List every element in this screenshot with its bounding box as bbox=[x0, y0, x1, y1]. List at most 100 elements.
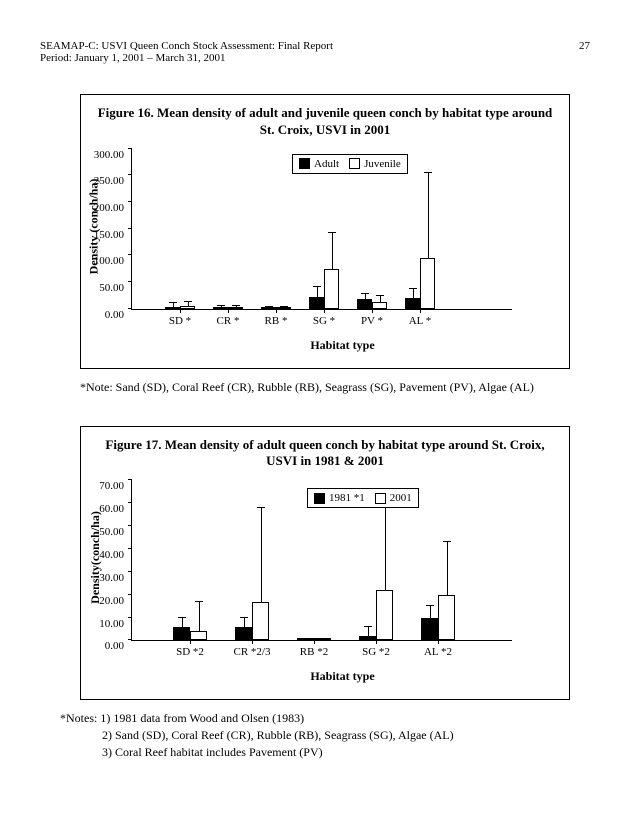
x-tick-mark bbox=[276, 309, 277, 313]
y-tick-label: 150.00 bbox=[94, 229, 124, 241]
legend-swatch bbox=[314, 493, 325, 504]
error-cap bbox=[184, 301, 192, 302]
x-tick-mark bbox=[180, 309, 181, 313]
error-cap bbox=[240, 617, 248, 618]
x-tick-mark bbox=[376, 640, 377, 644]
error-cap bbox=[409, 288, 417, 289]
x-tick-label: SG *2 bbox=[362, 646, 390, 658]
legend-item: Juvenile bbox=[349, 158, 401, 170]
error-cap bbox=[328, 232, 336, 233]
bar-series1 bbox=[405, 298, 420, 309]
bar-series2 bbox=[190, 631, 207, 640]
y-tick-label: 50.00 bbox=[99, 526, 124, 538]
error-bar bbox=[269, 307, 270, 308]
y-tick-mark bbox=[128, 548, 132, 549]
bar-series1 bbox=[357, 299, 372, 309]
legend-label: Adult bbox=[314, 158, 339, 170]
y-tick-mark bbox=[128, 254, 132, 255]
figure-16-box: Figure 16. Mean density of adult and juv… bbox=[80, 94, 570, 369]
x-tick-label: RB *2 bbox=[300, 646, 328, 658]
bar-series2 bbox=[376, 590, 393, 640]
x-tick-label: PV * bbox=[361, 315, 383, 327]
error-cap bbox=[169, 302, 177, 303]
bar-series2 bbox=[324, 269, 339, 309]
y-tick-label: 200.00 bbox=[94, 202, 124, 214]
error-cap bbox=[443, 541, 451, 542]
error-cap bbox=[376, 295, 384, 296]
bar-series2 bbox=[180, 306, 195, 309]
y-tick-mark bbox=[128, 502, 132, 503]
error-cap bbox=[313, 286, 321, 287]
header-period: Period: January 1, 2001 – March 31, 2001 bbox=[40, 52, 333, 64]
figure-17-xlabel: Habitat type bbox=[131, 669, 554, 684]
bar-series1 bbox=[359, 636, 376, 641]
y-tick-label: 20.00 bbox=[99, 595, 124, 607]
figure-17-chart-container: Density(conch/ha) 0.0010.0020.0030.0040.… bbox=[131, 480, 554, 684]
y-tick-label: 30.00 bbox=[99, 572, 124, 584]
bar-series1 bbox=[421, 618, 438, 641]
bar-series1 bbox=[235, 627, 252, 641]
legend-label: 2001 bbox=[390, 492, 412, 504]
figure-17-title: Figure 17. Mean density of adult queen c… bbox=[96, 437, 554, 471]
error-cap bbox=[280, 306, 288, 307]
y-tick-label: 250.00 bbox=[94, 175, 124, 187]
y-tick-mark bbox=[128, 617, 132, 618]
figure-17-chart: 0.0010.0020.0030.0040.0050.0060.0070.00S… bbox=[131, 480, 512, 641]
error-cap bbox=[195, 601, 203, 602]
x-tick-label: SD * bbox=[169, 315, 191, 327]
y-tick-label: 50.00 bbox=[99, 282, 124, 294]
x-tick-mark bbox=[252, 640, 253, 644]
error-cap bbox=[257, 507, 265, 508]
y-tick-label: 100.00 bbox=[94, 255, 124, 267]
error-cap bbox=[426, 605, 434, 606]
error-bar bbox=[430, 606, 431, 617]
figure-17-notes: *Notes: 1) 1981 data from Wood and Olsen… bbox=[60, 710, 590, 760]
page-number: 27 bbox=[579, 40, 590, 64]
y-tick-mark bbox=[128, 479, 132, 480]
legend-item: Adult bbox=[299, 158, 339, 170]
y-tick-mark bbox=[128, 281, 132, 282]
header-left: SEAMAP-C: USVI Queen Conch Stock Assessm… bbox=[40, 40, 333, 64]
error-bar bbox=[447, 542, 448, 595]
legend-item: 2001 bbox=[375, 492, 412, 504]
y-tick-label: 0.00 bbox=[105, 309, 124, 321]
error-bar bbox=[368, 627, 369, 636]
y-tick-mark bbox=[128, 594, 132, 595]
legend: 1981 *12001 bbox=[307, 488, 419, 508]
legend-swatch bbox=[375, 493, 386, 504]
error-bar bbox=[182, 618, 183, 627]
x-tick-label: CR *2/3 bbox=[234, 646, 271, 658]
x-tick-mark bbox=[190, 640, 191, 644]
figure-16-title: Figure 16. Mean density of adult and juv… bbox=[96, 105, 554, 139]
y-tick-mark bbox=[128, 148, 132, 149]
x-tick-mark bbox=[420, 309, 421, 313]
y-tick-mark bbox=[128, 308, 132, 309]
error-bar bbox=[188, 302, 189, 306]
error-cap bbox=[361, 293, 369, 294]
error-bar bbox=[284, 307, 285, 308]
bar-series2 bbox=[252, 602, 269, 641]
y-tick-mark bbox=[128, 201, 132, 202]
error-cap bbox=[364, 626, 372, 627]
x-tick-label: SD *2 bbox=[176, 646, 204, 658]
legend-swatch bbox=[299, 158, 310, 169]
error-bar bbox=[236, 306, 237, 308]
error-bar bbox=[413, 289, 414, 299]
error-cap bbox=[178, 617, 186, 618]
bar-series1 bbox=[297, 638, 314, 640]
x-tick-mark bbox=[314, 640, 315, 644]
x-tick-mark bbox=[324, 309, 325, 313]
y-tick-mark bbox=[128, 639, 132, 640]
x-tick-label: SG * bbox=[313, 315, 335, 327]
error-bar bbox=[365, 294, 366, 299]
error-bar bbox=[221, 306, 222, 308]
error-bar bbox=[173, 303, 174, 306]
error-cap bbox=[232, 305, 240, 306]
x-tick-mark bbox=[228, 309, 229, 313]
y-tick-mark bbox=[128, 228, 132, 229]
figure-16-chart-container: Density (conch/ha) 0.0050.00100.00150.00… bbox=[131, 149, 554, 353]
error-bar bbox=[261, 508, 262, 602]
y-tick-label: 70.00 bbox=[99, 480, 124, 492]
error-cap bbox=[217, 305, 225, 306]
legend-label: Juvenile bbox=[364, 158, 401, 170]
